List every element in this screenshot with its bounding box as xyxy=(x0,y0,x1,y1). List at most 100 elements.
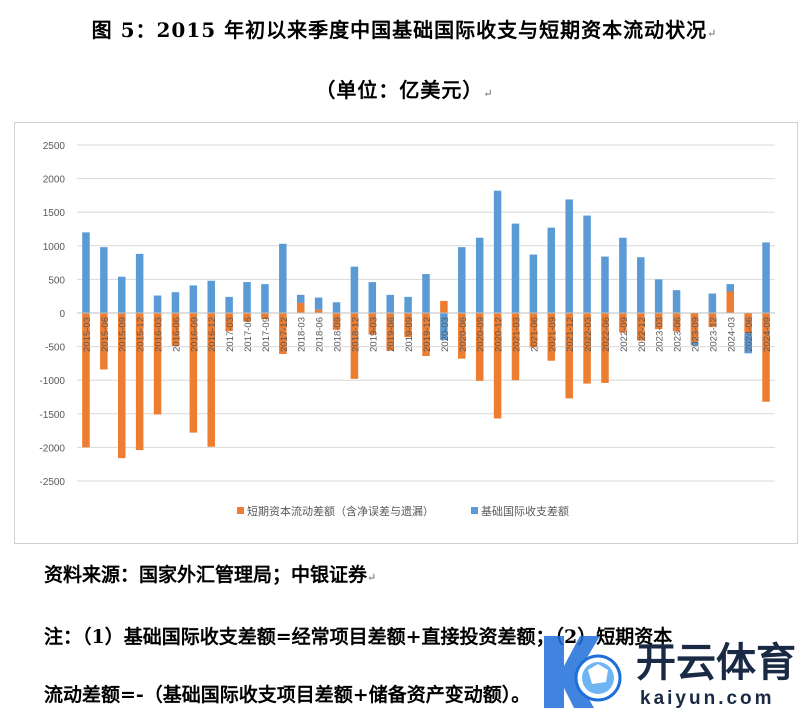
x-tick-label: 2019-06 xyxy=(386,317,397,352)
bar-basic xyxy=(100,247,108,313)
x-tick-label: 2024-03 xyxy=(726,317,737,352)
legend-label: 短期资本流动差额（含净误差与遗漏） xyxy=(247,504,434,518)
x-tick-label: 2016-03 xyxy=(154,317,165,352)
bar-short-term xyxy=(547,313,556,361)
x-tick-label: 2021-12 xyxy=(565,317,576,352)
bar-basic xyxy=(637,257,645,313)
y-tick-label: -1500 xyxy=(39,410,65,421)
source-line: 资料来源：国家外汇管理局；中银证券↵ xyxy=(44,560,376,587)
x-tick-label: 2021-09 xyxy=(547,317,558,352)
bar-basic xyxy=(296,294,305,303)
bar-basic xyxy=(171,292,180,313)
bar-chart: 2500 2000 1500 1000 500 0 -500 -1000 -1500 -2000 -… xyxy=(39,141,775,518)
bar-short-term xyxy=(458,313,466,359)
bar-short-term xyxy=(422,313,430,357)
bar-basic xyxy=(475,237,484,313)
bar-short-term xyxy=(171,313,180,346)
y-tick-label: -2500 xyxy=(39,477,65,488)
bar-basic xyxy=(654,279,663,313)
x-tick-label: 2016-06 xyxy=(171,317,182,352)
bar-basic xyxy=(332,302,341,313)
bar-basic xyxy=(386,294,394,313)
bar-short-term xyxy=(708,313,717,328)
x-tick-label: 2018-09 xyxy=(333,317,344,352)
paragraph-mark-icon: ↵ xyxy=(367,571,377,584)
bar-basic xyxy=(458,247,466,313)
y-tick-label: -500 xyxy=(45,343,65,354)
x-tick-label: 2018-12 xyxy=(350,317,361,352)
x-tick-label: 2015-06 xyxy=(100,317,111,352)
bar-short-term xyxy=(207,313,215,447)
y-tick-label: 0 xyxy=(59,309,65,320)
bar-short-term xyxy=(243,313,251,322)
bar-short-term xyxy=(296,302,305,313)
bar-basic xyxy=(511,223,520,313)
bar-basic xyxy=(189,285,198,313)
bar-short-term xyxy=(332,313,341,330)
y-tick-label: 1500 xyxy=(43,208,66,219)
x-tick-label: 2015-09 xyxy=(118,317,129,352)
x-tick-label: 2018-03 xyxy=(297,317,308,352)
bar-basic xyxy=(726,284,735,292)
chart-title: 图 5：2015 年初以来季度中国基础国际收支与短期资本流动状况↵ xyxy=(0,14,809,43)
watermark-domain: kaiyun.com xyxy=(640,688,775,709)
chart-area: 2500 2000 1500 1000 500 0 -500 -1000 -1500 -2000 -… xyxy=(14,122,798,544)
bar-basic xyxy=(583,215,591,313)
unit-label-text: （单位：亿美元） xyxy=(315,78,484,102)
bar-short-term xyxy=(475,313,484,381)
bar-short-term xyxy=(225,313,233,332)
paragraph-mark-icon: ↵ xyxy=(707,27,718,40)
x-tick-label: 2015-03 xyxy=(82,317,93,352)
bar-short-term xyxy=(529,313,538,348)
bar-basic xyxy=(117,276,126,313)
bar-short-term xyxy=(261,313,269,320)
watermark-brand: 开云体育 xyxy=(636,641,796,685)
chart-title-text: 图 5：2015 年初以来季度中国基础国际收支与短期资本流动状况 xyxy=(91,18,708,42)
bar-short-term xyxy=(726,291,735,313)
watermark-emblem-icon xyxy=(544,636,622,708)
note-line-2: 流动差额=-（基础国际收支项目差额+储备资产变动额）。 xyxy=(44,684,531,706)
bar-short-term xyxy=(135,313,144,451)
bar-short-term xyxy=(601,313,609,383)
bar-basic xyxy=(493,190,502,313)
bar-basic xyxy=(601,256,609,313)
legend-swatch xyxy=(237,507,244,514)
bar-basic xyxy=(762,242,770,313)
y-tick-label: 2000 xyxy=(43,175,66,186)
bar-basic xyxy=(422,274,430,313)
bar-short-term xyxy=(368,313,377,335)
x-tick-label: 2023-12 xyxy=(708,317,719,352)
bar-short-term xyxy=(440,300,448,313)
bar-short-term xyxy=(153,313,162,415)
bar-short-term xyxy=(672,313,681,332)
bar-short-term xyxy=(637,313,645,341)
x-tick-label: 2017-03 xyxy=(225,317,236,352)
bar-basic xyxy=(565,199,573,313)
x-tick-label: 2023-09 xyxy=(690,317,701,352)
bar-basic xyxy=(314,297,323,310)
unit-label: （单位：亿美元）↵ xyxy=(0,74,809,103)
bar-short-term xyxy=(762,313,770,402)
bar-short-term xyxy=(619,313,627,333)
bar-short-term xyxy=(189,313,198,433)
bar-basic xyxy=(690,341,699,346)
x-tick-label: 2017-06 xyxy=(243,317,254,352)
x-tick-label: 2020-03 xyxy=(440,317,451,352)
bar-basic xyxy=(547,227,556,313)
bar-short-term xyxy=(117,313,126,459)
x-tick-label: 2021-06 xyxy=(529,317,540,352)
bar-basic xyxy=(82,232,90,313)
bar-basic xyxy=(135,253,144,313)
bar-basic xyxy=(261,284,269,313)
bar-short-term xyxy=(404,313,412,338)
x-tick-label: 2017-12 xyxy=(279,317,290,352)
x-tick-label: 2018-06 xyxy=(315,317,326,352)
x-tick-label: 2020-12 xyxy=(494,317,505,352)
bar-short-term xyxy=(350,313,359,379)
y-tick-label: -2000 xyxy=(39,443,65,454)
bar-short-term xyxy=(314,309,323,313)
bar-basic xyxy=(225,296,233,313)
y-tick-label: 500 xyxy=(48,275,65,286)
bar-basic xyxy=(207,280,215,313)
bar-basic xyxy=(279,243,287,313)
